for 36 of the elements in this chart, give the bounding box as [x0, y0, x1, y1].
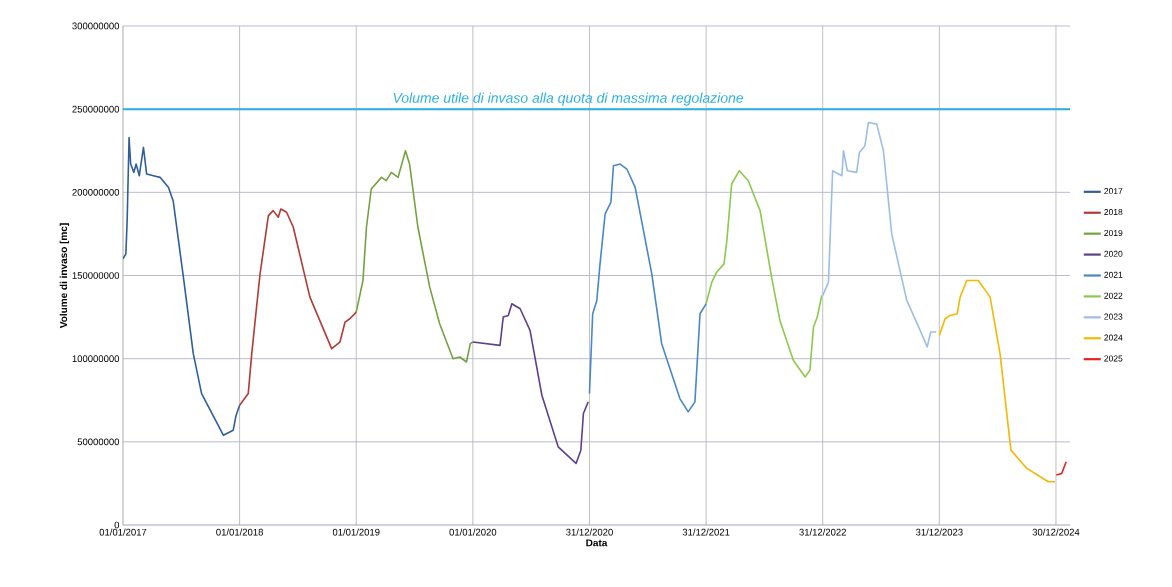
- legend-label: 2018: [1104, 209, 1123, 216]
- y-tick-label: 0: [114, 521, 120, 529]
- legend-label: 2022: [1104, 292, 1123, 299]
- x-tick-label: 01/01/2018: [216, 528, 263, 536]
- legend-label: 2020: [1104, 250, 1123, 257]
- x-tick-label: 31/12/2020: [566, 528, 613, 536]
- line-series: [821, 121, 937, 348]
- x-axis-title: Data: [586, 539, 608, 547]
- x-tick-label: 01/01/2020: [449, 528, 497, 536]
- y-tick-label: 150000000: [72, 272, 120, 279]
- line-series: [588, 163, 707, 413]
- legend-label: 2023: [1104, 313, 1123, 320]
- y-tick-label: 250000000: [72, 105, 120, 113]
- legend-label: 2021: [1104, 271, 1123, 278]
- x-tick-label: 31/12/2021: [682, 528, 730, 536]
- y-tick-label: 100000000: [72, 355, 120, 363]
- line-series: [938, 279, 1056, 483]
- ref-line-label: Volume utile di invaso alla quota di massima regolazione: [393, 92, 744, 106]
- legend-label: 2024: [1104, 334, 1123, 341]
- line-series: [355, 149, 474, 363]
- x-tick-label: 31/12/2023: [915, 528, 963, 536]
- x-tick-label: 01/01/2017: [99, 528, 147, 536]
- y-axis-title: Volume di invaso [mc]: [59, 223, 70, 329]
- x-tick-label: 01/01/2019: [332, 528, 380, 536]
- legend-label: 2019: [1104, 229, 1123, 236]
- y-tick-label: 300000000: [72, 22, 120, 30]
- y-tick-label: 200000000: [72, 188, 120, 196]
- y-tick-label: 50000000: [77, 438, 120, 446]
- legend-label: 2025: [1104, 355, 1123, 362]
- line-series: [238, 208, 358, 407]
- legend-label: 2017: [1104, 188, 1123, 195]
- x-tick-label: 31/12/2022: [799, 528, 847, 536]
- line-series: [123, 136, 241, 436]
- x-tick-label: 30/12/2024: [1032, 528, 1080, 536]
- line-series: [705, 169, 823, 378]
- line-series: [472, 302, 589, 465]
